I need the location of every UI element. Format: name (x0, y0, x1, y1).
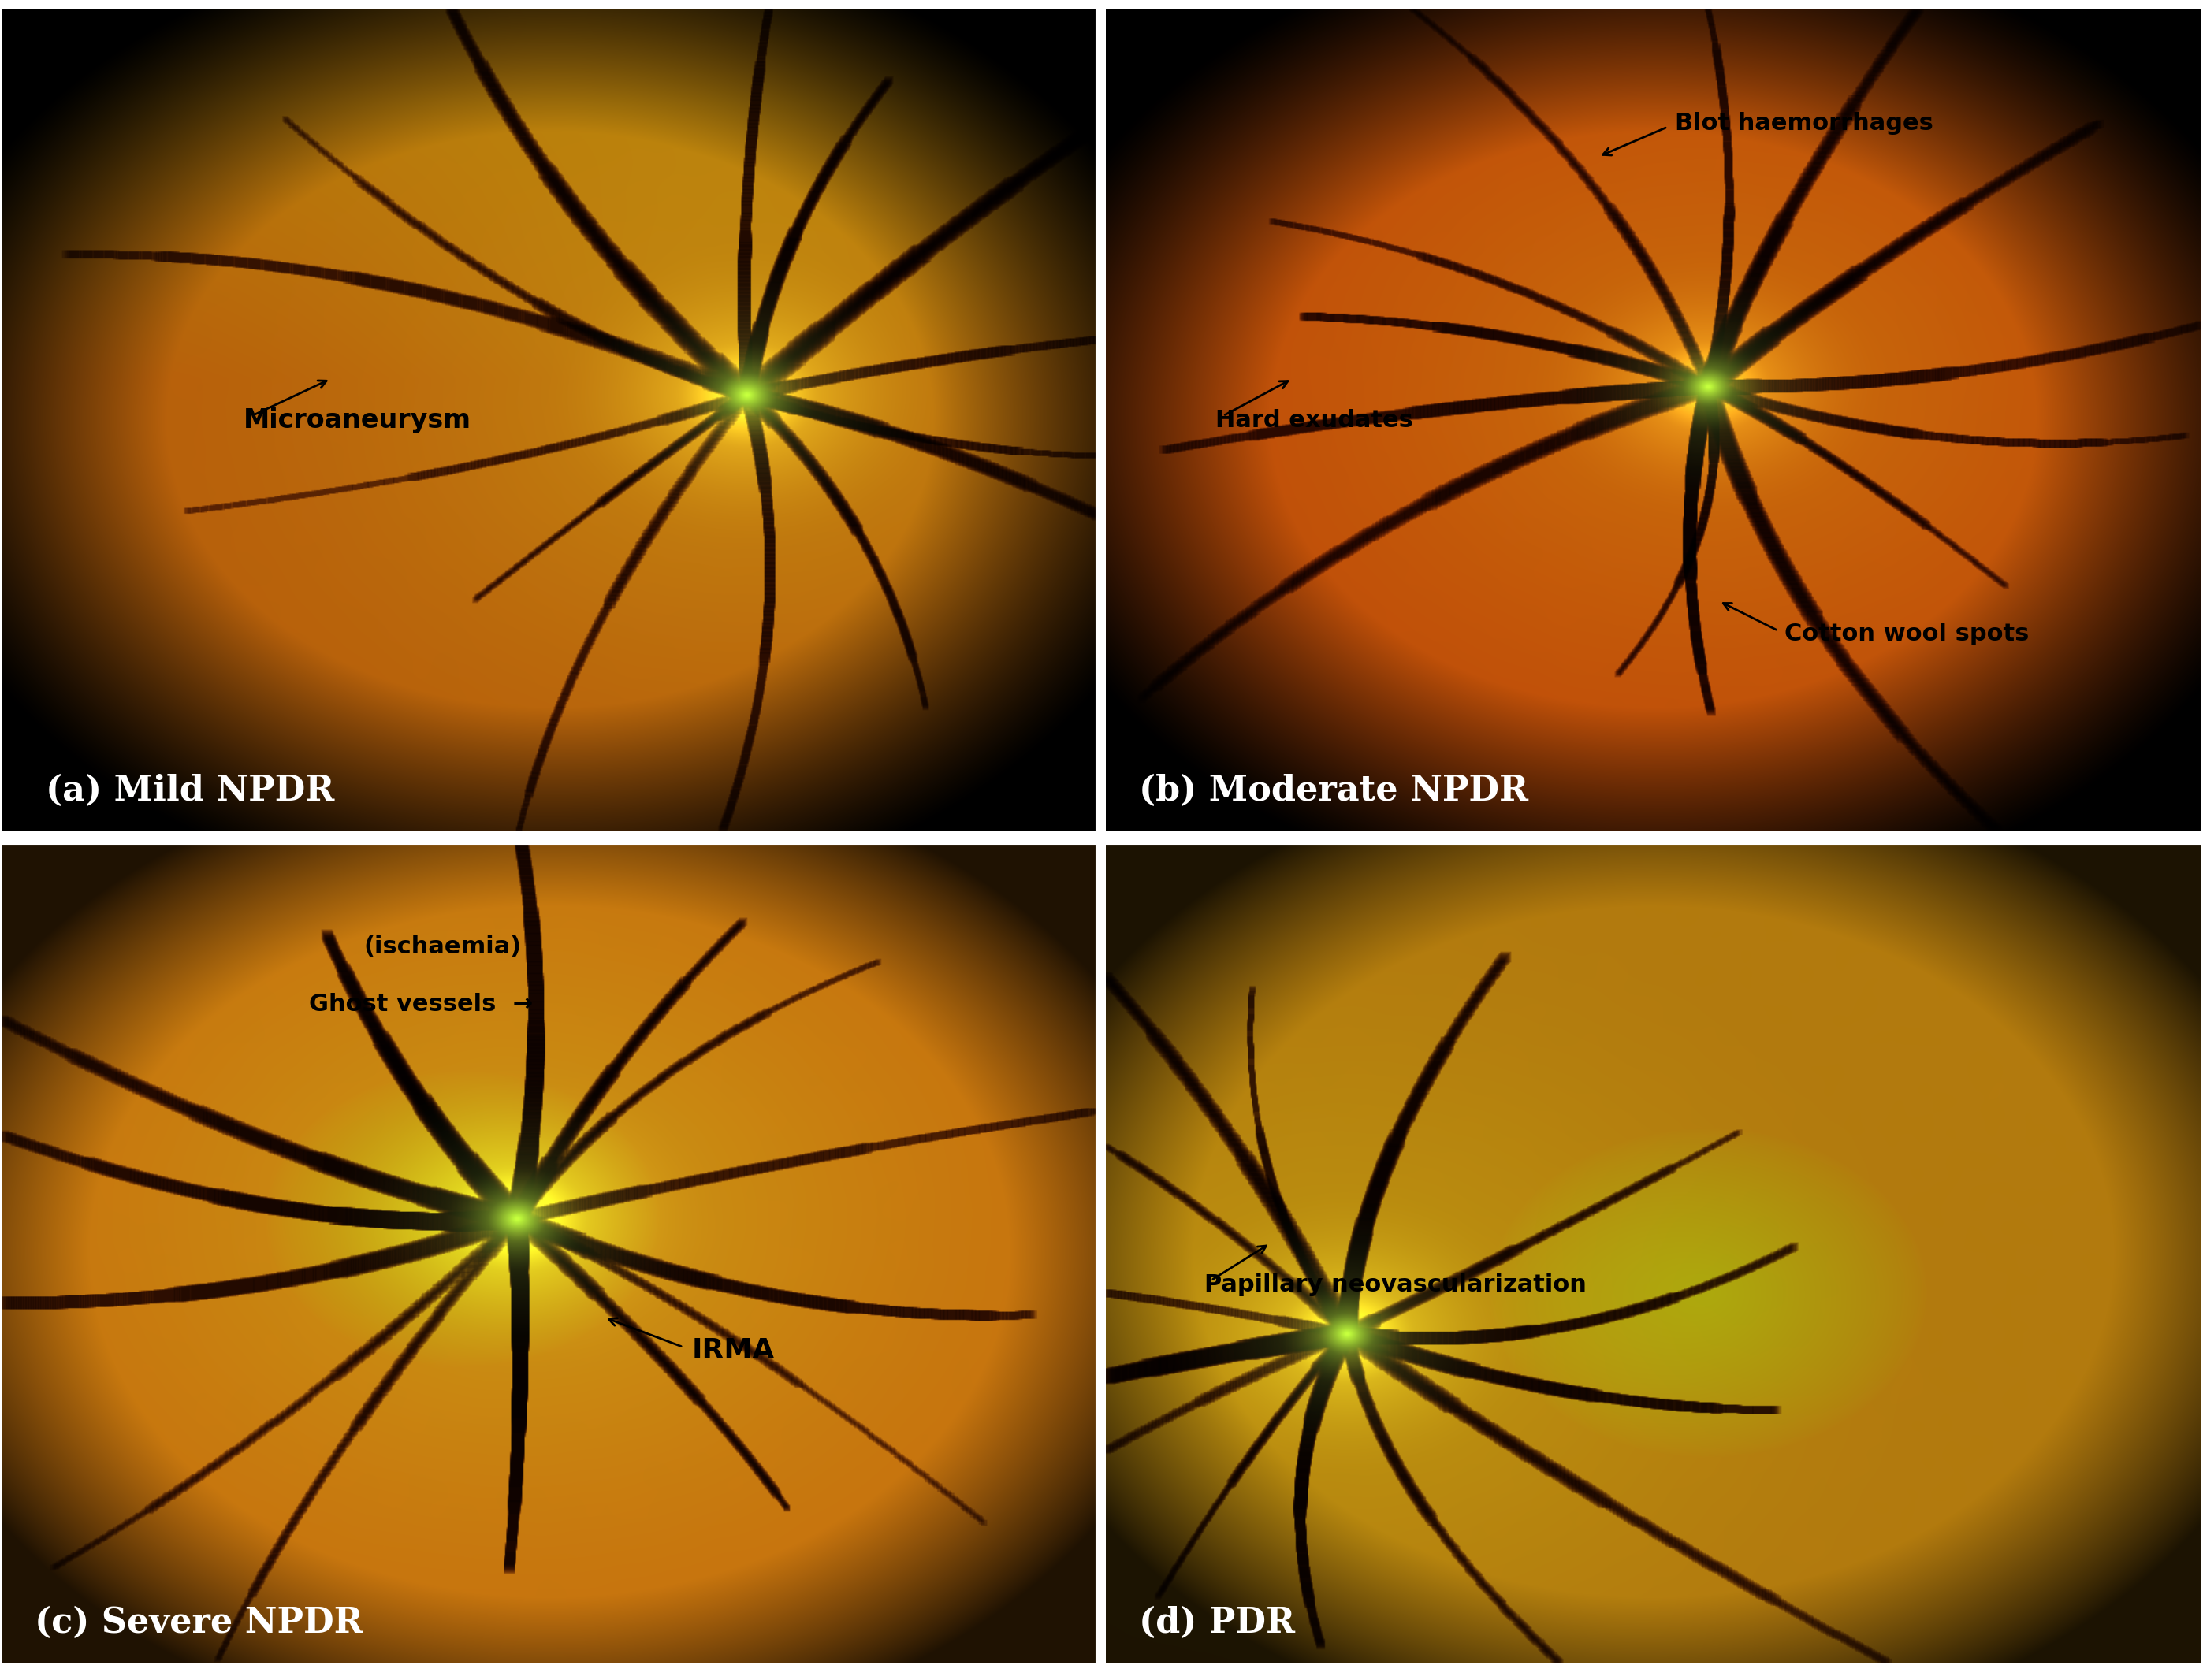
Text: Ghost vessels  →: Ghost vessels → (308, 993, 533, 1016)
Text: (b) Moderate NPDR: (b) Moderate NPDR (1139, 774, 1529, 808)
Text: IRMA: IRMA (692, 1337, 775, 1364)
Text: Hard exudates: Hard exudates (1216, 408, 1412, 432)
Text: (c) Severe NPDR: (c) Severe NPDR (35, 1606, 363, 1640)
Text: Papillary neovascularization: Papillary neovascularization (1205, 1273, 1586, 1295)
Text: Cotton wool spots: Cotton wool spots (1784, 623, 2029, 645)
Text: (d) PDR: (d) PDR (1139, 1606, 1295, 1640)
Text: (ischaemia): (ischaemia) (363, 936, 522, 959)
Text: (a) Mild NPDR: (a) Mild NPDR (46, 774, 335, 808)
Text: Microaneurysm: Microaneurysm (242, 407, 471, 433)
Text: Blot haemorrhages: Blot haemorrhages (1674, 113, 1934, 134)
